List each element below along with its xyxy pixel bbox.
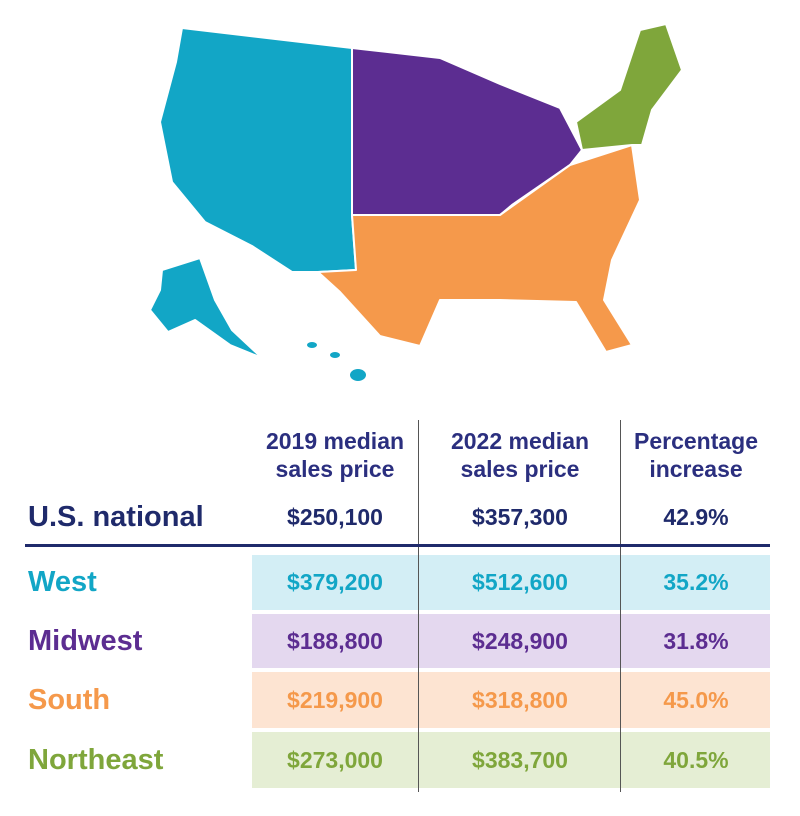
percent-increase: 40.5%: [663, 746, 729, 773]
percent-increase: 31.8%: [663, 627, 729, 654]
price-2022: $512,600: [472, 569, 568, 595]
hawaii: [305, 340, 319, 350]
price-2019: $379,200: [287, 569, 383, 595]
price-2022: $318,800: [472, 686, 568, 713]
percent-increase: 42.9%: [663, 503, 729, 530]
column-header: Percentage increase: [633, 428, 758, 482]
row-label: South: [28, 683, 111, 716]
column-divider: [418, 420, 419, 792]
row-bg-northeast: [252, 732, 770, 788]
price-2019: $219,900: [287, 686, 383, 713]
hawaii: [328, 350, 342, 360]
alaska: [149, 257, 263, 359]
price-2022: $248,900: [472, 627, 568, 654]
price-2019: $188,800: [287, 627, 383, 654]
row-label: Midwest: [28, 624, 143, 657]
column-header: 2022 median sales price: [450, 428, 590, 482]
row-bg-midwest: [252, 614, 770, 668]
row-label: Northeast: [28, 743, 164, 776]
price-2019: $250,100: [287, 503, 383, 530]
price-2022: $383,700: [472, 746, 568, 773]
region-south: [317, 144, 641, 353]
percent-increase: 45.0%: [663, 686, 729, 713]
row-label: U.S. national: [28, 500, 204, 533]
row-bg-south: [252, 672, 770, 728]
us-map: [149, 23, 683, 383]
price-2022: $357,300: [472, 503, 568, 530]
header-rule: [25, 544, 770, 547]
hawaii: [348, 367, 368, 383]
row-label: West: [28, 566, 97, 598]
row-bg-west: [252, 555, 770, 610]
percent-increase: 35.2%: [663, 569, 729, 595]
price-2019: $273,000: [287, 746, 383, 773]
column-divider: [620, 420, 621, 792]
column-header: 2019 median sales price: [265, 428, 405, 482]
map-regions: [149, 23, 683, 383]
region-northeast: [575, 23, 683, 151]
region-west: [159, 27, 357, 273]
